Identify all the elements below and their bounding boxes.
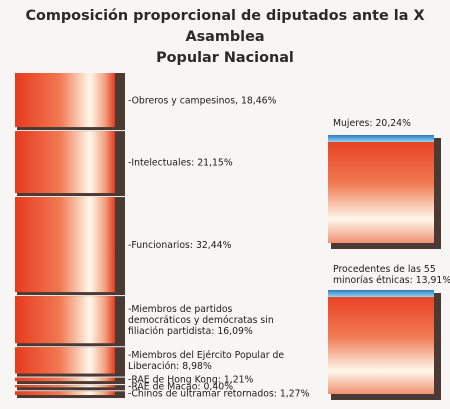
bar-segment-intelectuales: -Intelectuales: 21,15%: [15, 131, 233, 197]
chart-title: Composición proporcional de diputados an…: [0, 6, 450, 69]
bar-rae-de-macao: [15, 385, 115, 388]
bar-label-miembros-del-ejercito-popular-de-liberacion: -Miembros del Ejército Popular de: [128, 350, 284, 361]
bar-label-funcionarios: -Funcionarios: 32,44%: [128, 240, 232, 251]
chart-title-line-1: Composición proporcional de diputados an…: [25, 8, 425, 45]
bar-segment-chinos-de-ultramar-retornados: -Chinos de ultramar retornados: 1,27%: [15, 388, 310, 399]
bar-segment-funcionarios: -Funcionarios: 32,44%: [15, 197, 232, 296]
side-label-mujeres: Mujeres: 20,24%: [333, 118, 411, 129]
bar-label-miembros-de-partidos-democraticos-y-democratas-sin-filiacion-partidista: filiación partidista: 16,09%: [128, 326, 253, 337]
chart-title-line-2: Popular Nacional: [156, 50, 294, 66]
side-label-procedentes-de-las-55-minorias-etnicas: minorías étnicas: 13,91%: [333, 275, 450, 286]
side-box-mujeres: Mujeres: 20,24%: [328, 118, 441, 249]
bar-label-intelectuales: -Intelectuales: 21,15%: [128, 157, 233, 168]
side-bar-top-stripe: [328, 135, 434, 142]
side-bar-mujeres: [328, 135, 434, 243]
bar-label-rae-de-macao: -RAE de Macao: 0,40%: [128, 381, 233, 392]
bar-segment-rae-de-hong-kong: -RAE de Hong Kong: 1,21%: [15, 375, 254, 386]
bar-segment-obreros-y-campesinos: -Obreros y campesinos, 18,46%: [15, 73, 277, 131]
bar-miembros-del-ejercito-popular-de-liberacion: [15, 347, 115, 374]
bar-label-obreros-y-campesinos: -Obreros y campesinos, 18,46%: [128, 95, 277, 106]
bar-intelectuales: [15, 131, 115, 194]
side-bar-top-stripe: [328, 290, 434, 297]
bar-rae-de-hong-kong: [15, 377, 115, 382]
side-bar-procedentes-de-las-55-minorias-etnicas: [328, 290, 434, 394]
bar-miembros-de-partidos-democraticos-y-democratas-sin-filiacion-partidista: [15, 296, 115, 344]
bar-obreros-y-campesinos: [15, 73, 115, 128]
bar-label-miembros-de-partidos-democraticos-y-democratas-sin-filiacion-partidista: -Miembros de partidos: [128, 304, 233, 315]
bar-shadow: [17, 385, 125, 391]
side-label-procedentes-de-las-55-minorias-etnicas: Procedentes de las 55: [333, 264, 436, 275]
bar-label-miembros-de-partidos-democraticos-y-democratas-sin-filiacion-partidista: democráticos y demócratas sin: [128, 315, 274, 326]
bar-label-rae-de-hong-kong: -RAE de Hong Kong: 1,21%: [128, 375, 254, 386]
bar-label-miembros-del-ejercito-popular-de-liberacion: Liberación: 8,98%: [128, 361, 212, 372]
bar-label-chinos-de-ultramar-retornados: -Chinos de ultramar retornados: 1,27%: [128, 388, 310, 399]
bar-segment-miembros-del-ejercito-popular-de-liberacion: -Miembros del Ejército Popular deLiberac…: [15, 347, 284, 377]
bar-segment-rae-de-macao: -RAE de Macao: 0,40%: [15, 381, 233, 392]
bar-funcionarios: [15, 197, 115, 293]
bar-chinos-de-ultramar-retornados: [15, 391, 115, 396]
